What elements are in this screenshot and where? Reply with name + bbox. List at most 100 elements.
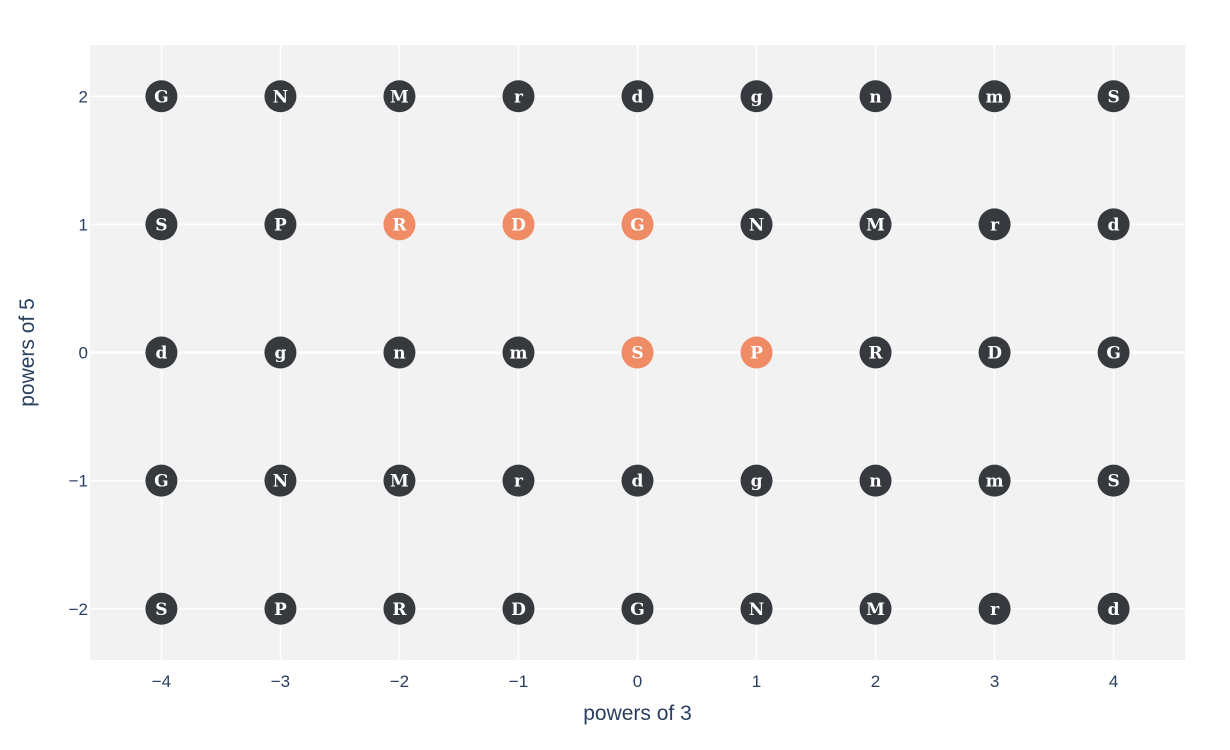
point-marker [859,80,892,113]
point-label: n [869,87,881,107]
point-marker [1097,464,1130,497]
point-marker [264,592,297,625]
data-point: d [145,336,178,369]
data-point: n [859,80,892,113]
point-marker [502,464,535,497]
point-marker [264,208,297,241]
point-marker [621,80,654,113]
point-label: d [155,344,167,364]
data-point: D [502,592,535,625]
data-point: S [1097,464,1130,497]
data-point: R [859,336,892,369]
point-label: R [868,344,883,364]
point-label: P [274,600,287,620]
point-marker [145,336,178,369]
point-label: M [390,472,409,492]
point-label: d [632,87,644,107]
data-point: G [621,592,654,625]
point-marker [621,336,654,369]
data-point: R [383,592,416,625]
y-axis-ticks: −2 −1 0 1 2 [69,87,88,619]
point-marker [978,592,1011,625]
point-label: S [1107,87,1119,107]
data-point: M [383,80,416,113]
point-label: g [751,87,763,107]
y-tick-label: −2 [69,600,88,619]
point-label: S [1107,472,1119,492]
point-marker [383,336,416,369]
point-label: r [990,215,1000,235]
data-point: G [145,80,178,113]
data-point: S [621,336,654,369]
point-label: M [866,600,885,620]
data-point: N [264,80,297,113]
point-label: m [509,344,527,364]
data-point: G [621,208,654,241]
point-marker [145,464,178,497]
point-label: G [630,215,645,235]
x-tick-label: −2 [390,672,409,691]
data-point: g [740,464,773,497]
point-marker [502,336,535,369]
x-tick-label: 2 [871,672,880,691]
x-tick-label: 1 [752,672,761,691]
point-label: S [631,344,643,364]
data-point: P [264,208,297,241]
point-marker [859,208,892,241]
point-marker [1097,336,1130,369]
point-label: d [1108,215,1120,235]
x-axis-title: powers of 3 [583,702,692,725]
point-label: r [514,87,524,107]
data-point: D [502,208,535,241]
point-marker [978,336,1011,369]
x-tick-label: −3 [271,672,290,691]
point-marker [502,592,535,625]
data-point: P [740,336,773,369]
point-marker [621,208,654,241]
point-label: M [390,87,409,107]
data-point: r [502,80,535,113]
point-label: R [392,215,407,235]
point-label: g [274,344,286,364]
point-label: r [990,600,1000,620]
data-point: m [502,336,535,369]
point-marker [1097,592,1130,625]
point-marker [740,208,773,241]
point-label: R [392,600,407,620]
point-label: P [750,344,763,364]
point-marker [145,208,178,241]
point-label: r [514,472,524,492]
data-point: n [383,336,416,369]
point-label: n [393,344,405,364]
point-marker [1097,208,1130,241]
data-point: n [859,464,892,497]
point-marker [383,80,416,113]
data-point: N [264,464,297,497]
point-marker [859,464,892,497]
point-marker [859,592,892,625]
point-label: d [632,472,644,492]
point-marker [978,208,1011,241]
data-point: N [740,592,773,625]
point-label: D [511,600,526,620]
x-tick-label: −1 [509,672,528,691]
point-marker [383,592,416,625]
point-marker [383,464,416,497]
point-marker [740,592,773,625]
point-marker [740,336,773,369]
data-point: r [978,592,1011,625]
point-marker [264,464,297,497]
point-marker [978,464,1011,497]
point-label: D [987,344,1002,364]
point-marker [502,208,535,241]
point-label: G [154,472,169,492]
data-point: r [502,464,535,497]
point-label: S [155,215,167,235]
data-point: d [1097,208,1130,241]
point-label: m [986,472,1004,492]
point-marker [621,464,654,497]
point-label: n [869,472,881,492]
data-point: S [145,208,178,241]
point-marker [859,336,892,369]
point-marker [264,80,297,113]
